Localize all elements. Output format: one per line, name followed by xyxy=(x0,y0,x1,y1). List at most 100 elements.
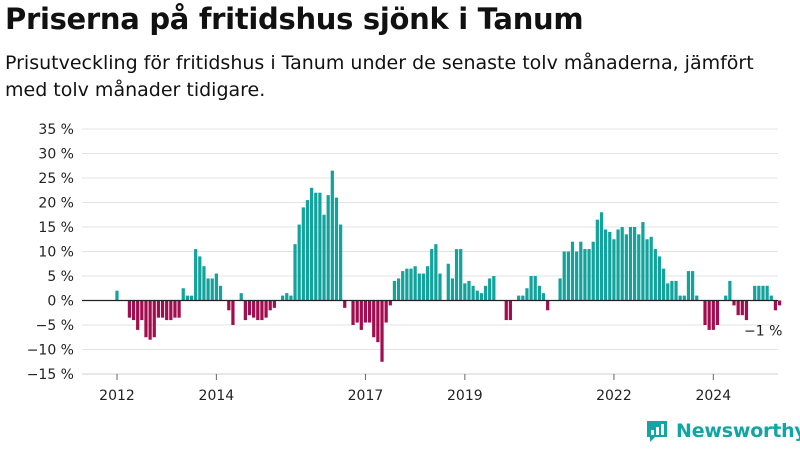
x-axis: 2012 2014 2017 2019 2022 2024 xyxy=(99,374,731,404)
bar xyxy=(421,273,426,301)
bar xyxy=(148,300,152,340)
bar xyxy=(633,227,637,301)
bar xyxy=(318,192,322,301)
bar xyxy=(380,300,384,362)
x-tick-label: 2022 xyxy=(596,388,632,404)
bar xyxy=(322,214,326,301)
bar xyxy=(256,300,260,321)
bars xyxy=(115,170,782,362)
bar xyxy=(488,278,492,301)
bar xyxy=(218,285,223,301)
chart-title: Priserna på fritidshus sjönk i Tanum xyxy=(5,2,584,36)
bar xyxy=(757,285,761,301)
bar xyxy=(454,249,459,301)
bar xyxy=(326,195,330,301)
bar xyxy=(305,200,310,301)
bar xyxy=(268,300,272,311)
gridlines: 35 % 30 % 25 % 20 % 15 % 10 % 5 % 0 % −5 % −10 % −… xyxy=(27,122,778,383)
bar xyxy=(637,234,641,301)
y-tick-label: −10 % xyxy=(27,343,74,359)
bar xyxy=(355,300,359,323)
bar xyxy=(773,300,778,311)
bar xyxy=(777,300,782,306)
bar xyxy=(165,300,169,321)
bar xyxy=(541,293,546,301)
brand-name: Newsworthy xyxy=(676,420,800,442)
y-tick-label: −5 % xyxy=(36,318,74,334)
bar xyxy=(202,266,206,301)
y-tick-label: −15 % xyxy=(27,367,74,383)
bar xyxy=(645,239,649,301)
bar xyxy=(405,268,409,301)
bar xyxy=(641,222,645,301)
x-tick-label: 2014 xyxy=(199,388,235,404)
bar xyxy=(711,300,715,330)
bar xyxy=(438,273,442,301)
bar xyxy=(566,251,570,301)
bar xyxy=(338,224,343,301)
y-tick-label: 25 % xyxy=(38,171,74,187)
bar xyxy=(330,170,334,301)
bar xyxy=(252,300,256,318)
bar xyxy=(504,300,508,321)
bar xyxy=(351,300,355,325)
bar xyxy=(591,241,595,301)
y-tick-label: 10 % xyxy=(38,245,74,261)
bar xyxy=(475,290,479,301)
bar xyxy=(744,300,749,321)
y-tick-label: 20 % xyxy=(38,196,74,212)
bar xyxy=(666,283,670,301)
bar xyxy=(401,271,405,301)
bar xyxy=(459,249,463,301)
bar xyxy=(409,268,413,301)
x-tick-label: 2019 xyxy=(447,388,483,404)
x-tick-label: 2012 xyxy=(99,388,135,404)
bar xyxy=(678,295,682,301)
chart-subtitle: Prisutveckling för fritidshus i Tanum un… xyxy=(5,52,754,101)
bar xyxy=(334,197,339,301)
bar xyxy=(247,300,252,316)
bar xyxy=(558,278,562,301)
bar xyxy=(492,276,496,301)
bar xyxy=(674,280,678,301)
x-tick-label: 2024 xyxy=(695,388,731,404)
bar xyxy=(662,268,666,301)
bar xyxy=(587,249,591,301)
bar xyxy=(260,300,264,321)
bar xyxy=(620,227,624,301)
bar xyxy=(537,285,541,301)
bar xyxy=(185,295,189,301)
bar xyxy=(483,285,488,301)
bar xyxy=(173,300,177,318)
bar xyxy=(131,300,136,321)
bar xyxy=(707,300,711,330)
bar xyxy=(413,266,417,301)
bar xyxy=(363,300,368,323)
x-tick-label: 2017 xyxy=(348,388,384,404)
bar xyxy=(471,285,475,301)
bar xyxy=(198,256,202,301)
bar xyxy=(127,300,132,318)
bar xyxy=(595,219,599,301)
bar xyxy=(479,293,484,301)
bar xyxy=(297,224,301,301)
bar xyxy=(289,295,293,301)
y-tick-label: 35 % xyxy=(38,122,74,138)
bar xyxy=(359,300,363,330)
bar xyxy=(301,207,305,301)
bar xyxy=(434,244,438,301)
bar xyxy=(624,234,628,301)
bar xyxy=(525,288,529,301)
bar xyxy=(740,300,744,316)
brand-logo: Newsworthy xyxy=(644,418,800,444)
bar xyxy=(690,271,695,301)
bar xyxy=(579,241,583,301)
bar xyxy=(508,300,513,321)
bar xyxy=(616,229,620,301)
bar xyxy=(765,285,769,301)
bar xyxy=(210,278,214,301)
bar xyxy=(194,249,198,301)
bar xyxy=(152,300,156,338)
bar xyxy=(653,249,657,301)
bar xyxy=(115,290,119,301)
